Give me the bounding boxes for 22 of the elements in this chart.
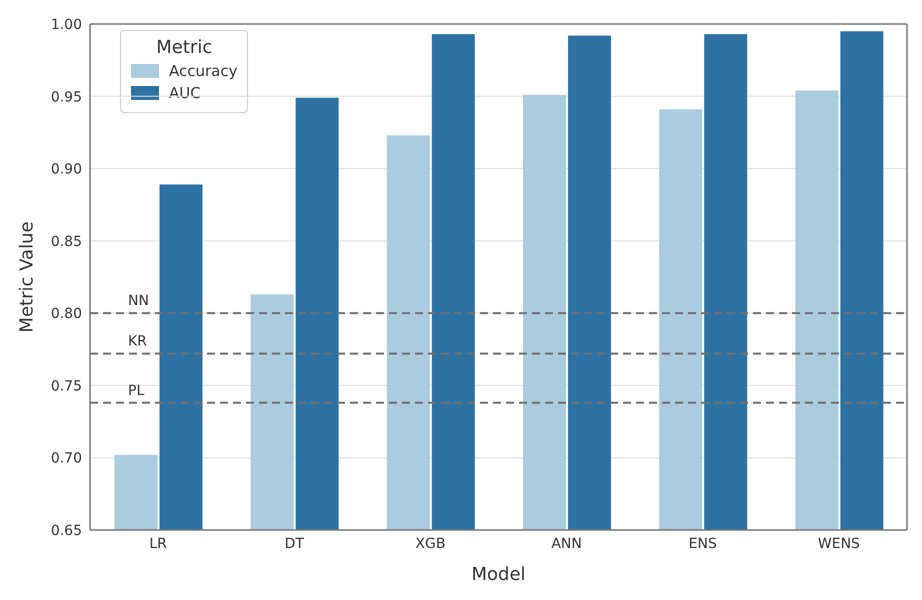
x-tick-label: ANN [551,536,582,552]
x-tick-label: ENS [688,536,717,552]
y-tick-label: 0.75 [50,378,82,394]
legend-label: Accuracy [169,62,238,80]
y-tick-label: 0.65 [50,522,82,539]
y-tick-label: 0.95 [50,89,82,106]
x-tick-label: WENS [818,536,860,552]
y-tick-label: 0.85 [50,234,82,250]
legend-label: AUC [169,84,201,102]
x-tick-label: XGB [415,536,446,552]
x-axis-title: Model [471,564,526,585]
x-tick-label: LR [149,536,168,552]
ref-line-label: PL [128,382,144,399]
y-tick-label: 0.90 [50,162,82,178]
ref-line-label: NN [128,293,149,310]
legend-title: Metric [155,37,214,58]
y-tick-label: 0.70 [50,450,82,467]
ref-line-label: KR [128,334,148,350]
y-tick-label: 0.80 [50,306,82,322]
y-tick-label: 1.00 [50,16,82,33]
x-tick-label: DT [284,536,304,552]
y-axis-title: Metric Value [16,221,38,333]
